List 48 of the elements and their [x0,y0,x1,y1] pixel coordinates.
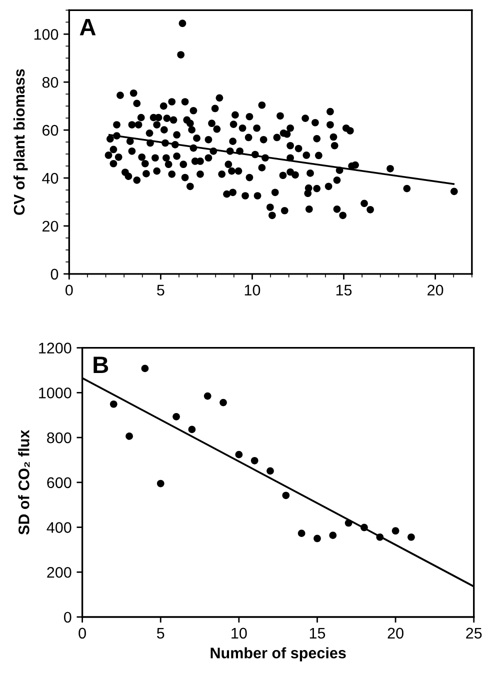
point [392,527,400,535]
point [360,524,368,532]
point [126,432,133,440]
y-axis-title: SD of CO₂ flux [18,430,30,535]
y-tick-label: 60 [42,124,58,136]
x-tick-label: 15 [310,628,326,639]
y-tick-label: 1200 [39,342,72,354]
point [329,532,337,540]
point [314,534,321,542]
y-tick-label: 1000 [39,388,72,398]
point [110,400,118,408]
point [408,533,415,541]
y-tick-label: 800 [47,432,72,444]
y-tick-label: 0 [50,268,58,280]
y-axis-title: CV of plant biomass [13,69,28,215]
point [298,530,306,537]
x-tick-label: 5 [156,628,164,639]
annotation: B [94,356,108,373]
x-tick-label: 20 [388,628,404,639]
point [141,364,149,372]
point [204,392,212,400]
point [156,480,164,488]
x-tick-label: 10 [244,284,260,296]
y-tick-label: 100 [34,29,58,40]
y-tick-label: 200 [47,566,72,578]
point [235,450,243,458]
y-tick-label: 80 [42,76,58,88]
x-tick-label: 15 [336,284,352,296]
y-tick-label: 600 [47,477,72,488]
point [188,426,196,434]
x-tick-label: 25 [466,628,482,639]
point [282,492,290,500]
point [172,413,180,420]
point [344,519,352,527]
x-tick-label: 5 [157,284,164,296]
x-tick-label: 20 [428,284,444,296]
y-tick-label: 400 [46,522,72,533]
y-tick-label: 0 [64,612,72,623]
point [376,533,384,541]
point [220,398,227,406]
x-axis-title: Number of species [210,647,346,662]
y-tick-label: 20 [42,220,58,232]
point [250,456,258,464]
annotation: A [80,18,96,36]
y-tick-label: 40 [42,172,58,184]
x-tick-label: 0 [78,628,86,639]
point [266,467,274,475]
x-tick-label: 10 [232,628,247,639]
